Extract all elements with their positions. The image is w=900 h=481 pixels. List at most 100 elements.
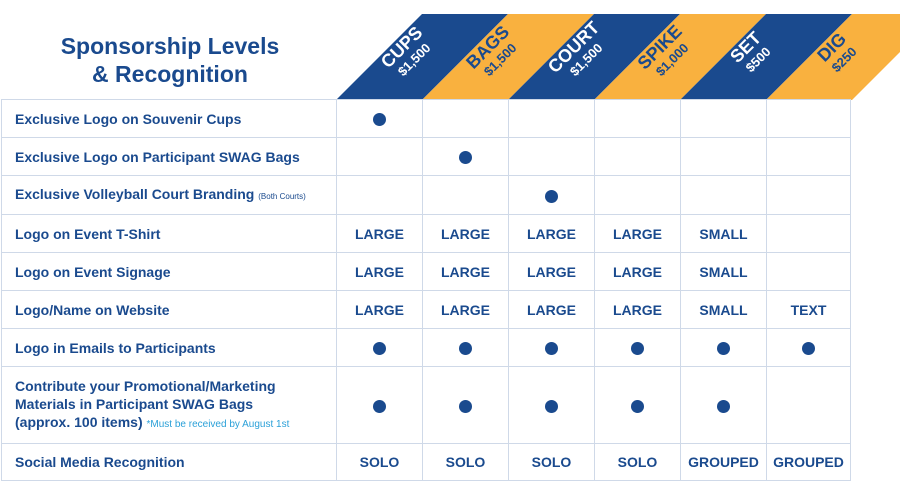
benefit-cell bbox=[422, 328, 509, 367]
included-dot-icon bbox=[545, 342, 558, 356]
row-label: Social Media Recognition bbox=[1, 443, 337, 481]
table-row: Exclusive Logo on Participant SWAG Bags bbox=[1, 137, 851, 176]
benefit-cell: LARGE bbox=[336, 252, 423, 291]
tier-tab-shape bbox=[422, 14, 594, 100]
row-label-text: Exclusive Logo on Participant SWAG Bags bbox=[15, 148, 300, 165]
benefit-cell bbox=[508, 99, 595, 138]
table-row: Logo on Event Signage LARGE LARGE LARGE LARG… bbox=[1, 252, 851, 291]
tier-tab-dig: DIG $250 bbox=[766, 0, 900, 100]
tier-tab-cups: CUPS $1,500 bbox=[336, 0, 508, 100]
tier-tab-fill bbox=[766, 14, 900, 100]
benefit-cell bbox=[680, 99, 767, 138]
benefit-cell bbox=[680, 175, 767, 215]
tier-tab-spike: SPIKE $1,000 bbox=[594, 0, 766, 100]
row-label: Logo on Event T-Shirt bbox=[1, 214, 337, 253]
benefit-cell: LARGE bbox=[508, 290, 595, 329]
row-label-line: Contribute your Promotional/Marketing bbox=[15, 377, 276, 394]
table-row: Logo in Emails to Participants bbox=[1, 328, 851, 367]
tier-tab-shape bbox=[508, 14, 680, 100]
benefit-cell bbox=[766, 175, 851, 215]
benefit-cell bbox=[680, 137, 767, 176]
row-label: Exclusive Volleyball Court Branding (Bot… bbox=[1, 175, 337, 215]
row-label: Exclusive Logo on Participant SWAG Bags bbox=[1, 137, 337, 176]
included-dot-icon bbox=[545, 399, 558, 413]
tier-tab-set: SET $500 bbox=[680, 0, 852, 100]
benefit-cell bbox=[594, 99, 681, 138]
title-line-1: Sponsorship Levels bbox=[60, 33, 280, 59]
benefit-cell: SMALL bbox=[680, 214, 767, 253]
included-dot-icon bbox=[545, 189, 558, 203]
benefit-cell: SOLO bbox=[336, 443, 423, 481]
row-label-note: (Both Courts) bbox=[258, 191, 306, 201]
benefit-cell: GROUPED bbox=[766, 443, 851, 481]
benefit-cell: LARGE bbox=[594, 290, 681, 329]
row-label-text: Exclusive Volleyball Court Branding bbox=[15, 185, 255, 202]
tier-tab-shape bbox=[336, 14, 508, 100]
benefit-cell bbox=[680, 366, 767, 444]
tier-tab-fill bbox=[508, 14, 680, 100]
benefit-cell bbox=[508, 175, 595, 215]
benefit-cell bbox=[766, 99, 851, 138]
included-dot-icon bbox=[717, 342, 730, 356]
tier-tab-fill bbox=[422, 14, 594, 100]
row-label-text: Logo in Emails to Participants bbox=[15, 339, 216, 356]
benefit-cell: SOLO bbox=[508, 443, 595, 481]
row-label: Logo/Name on Website bbox=[1, 290, 337, 329]
benefit-cell: GROUPED bbox=[680, 443, 767, 481]
benefit-cell bbox=[766, 252, 851, 291]
benefit-cell: TEXT bbox=[766, 290, 851, 329]
tier-header: CUPS $1,500 BAGS $1,500 COURT $1,500 SPIKE $1,0… bbox=[0, 0, 900, 100]
benefit-cell bbox=[766, 214, 851, 253]
benefit-cell: LARGE bbox=[594, 252, 681, 291]
row-label-text: Exclusive Logo on Souvenir Cups bbox=[15, 110, 242, 127]
row-label-text: Logo on Event Signage bbox=[15, 263, 171, 280]
tier-tab-fill bbox=[680, 14, 852, 100]
table-row: Exclusive Volleyball Court Branding (Bot… bbox=[1, 175, 851, 215]
title-line-2: & Recognition bbox=[92, 61, 248, 87]
included-dot-icon bbox=[631, 399, 644, 413]
deadline-note: *Must be received by August 1st bbox=[146, 418, 290, 430]
benefit-cell: LARGE bbox=[336, 214, 423, 253]
benefit-cell bbox=[422, 366, 509, 444]
included-dot-icon bbox=[631, 342, 644, 356]
benefit-cell: LARGE bbox=[422, 252, 509, 291]
table-row: Logo/Name on Website LARGE LARGE LARGE LARGE… bbox=[1, 290, 851, 329]
benefit-cell: SMALL bbox=[680, 252, 767, 291]
benefit-cell bbox=[336, 99, 423, 138]
table-row: Logo on Event T-Shirt LARGE LARGE LARGE LARG… bbox=[1, 214, 851, 253]
sponsorship-table: Exclusive Logo on Souvenir Cups Exclusive… bbox=[1, 99, 851, 481]
included-dot-icon bbox=[373, 113, 386, 127]
tier-tab-shape bbox=[680, 14, 852, 100]
benefit-cell: LARGE bbox=[594, 214, 681, 253]
row-label-text: Social Media Recognition bbox=[15, 454, 185, 470]
included-dot-icon bbox=[459, 151, 472, 165]
benefit-cell: SMALL bbox=[680, 290, 767, 329]
included-dot-icon bbox=[802, 342, 815, 356]
included-dot-icon bbox=[459, 399, 472, 413]
benefit-cell bbox=[594, 137, 681, 176]
table-row: Exclusive Logo on Souvenir Cups bbox=[1, 99, 851, 138]
benefit-cell bbox=[594, 366, 681, 444]
benefit-cell: LARGE bbox=[508, 214, 595, 253]
benefit-cell bbox=[680, 328, 767, 367]
tier-tab-bags: BAGS $1,500 bbox=[422, 0, 594, 100]
benefit-cell bbox=[594, 175, 681, 215]
row-label-line: (approx. 100 items) bbox=[15, 413, 143, 430]
benefit-cell bbox=[336, 328, 423, 367]
benefit-cell bbox=[422, 137, 509, 176]
table-row: Social Media Recognition SOLO SOLO SOLO SOLO… bbox=[1, 443, 851, 481]
benefit-cell: LARGE bbox=[336, 290, 423, 329]
benefit-cell bbox=[766, 137, 851, 176]
benefit-cell: LARGE bbox=[422, 290, 509, 329]
benefit-cell bbox=[594, 328, 681, 367]
benefit-cell: SOLO bbox=[594, 443, 681, 481]
row-label-text: Logo/Name on Website bbox=[15, 301, 170, 318]
included-dot-icon bbox=[459, 342, 472, 356]
benefit-cell bbox=[336, 366, 423, 444]
tier-tab-fill bbox=[336, 14, 508, 100]
benefit-cell: LARGE bbox=[422, 214, 509, 253]
tier-tab-court: COURT $1,500 bbox=[508, 0, 680, 100]
benefit-cell bbox=[508, 137, 595, 176]
benefit-cell bbox=[508, 366, 595, 444]
benefit-cell bbox=[766, 366, 851, 444]
